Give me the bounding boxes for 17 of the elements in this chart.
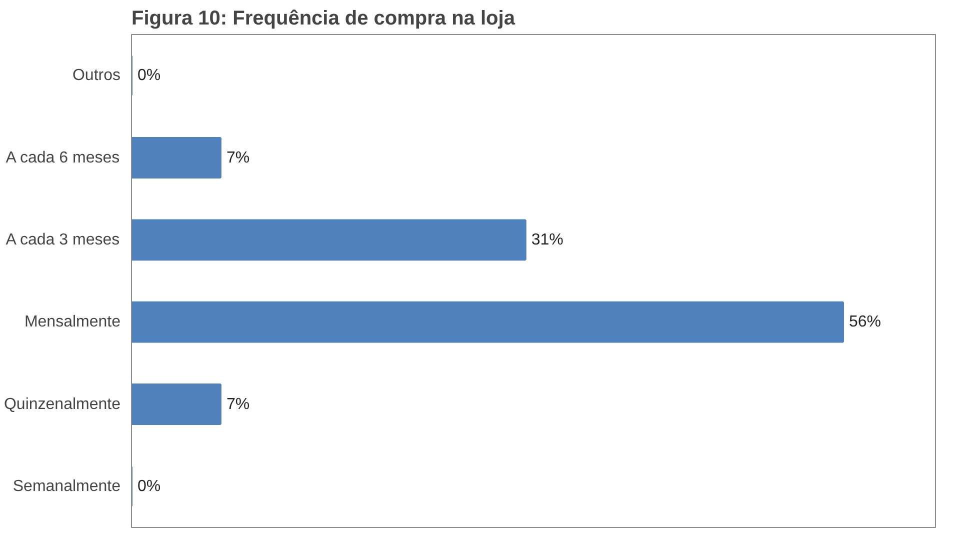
bar <box>132 137 222 178</box>
bar <box>132 384 222 425</box>
bar <box>132 219 526 261</box>
y-tick-label: Outros <box>72 67 120 84</box>
data-label: 31% <box>531 231 564 248</box>
chart-title: Figura 10: Frequência de compra na loja <box>132 8 516 30</box>
y-tick-label: Semanalmente <box>12 478 121 495</box>
y-tick-label: Quinzenalmente <box>4 396 121 413</box>
data-label: 7% <box>226 396 250 413</box>
bar <box>132 301 844 343</box>
y-tick-label: Mensalmente <box>24 314 121 331</box>
data-label: 0% <box>138 478 161 495</box>
data-label: 56% <box>849 314 882 331</box>
data-label: 7% <box>226 149 250 166</box>
data-label: 0% <box>138 67 161 84</box>
y-tick-label: A cada 3 meses <box>6 231 120 248</box>
y-tick-label: A cada 6 meses <box>6 149 120 166</box>
